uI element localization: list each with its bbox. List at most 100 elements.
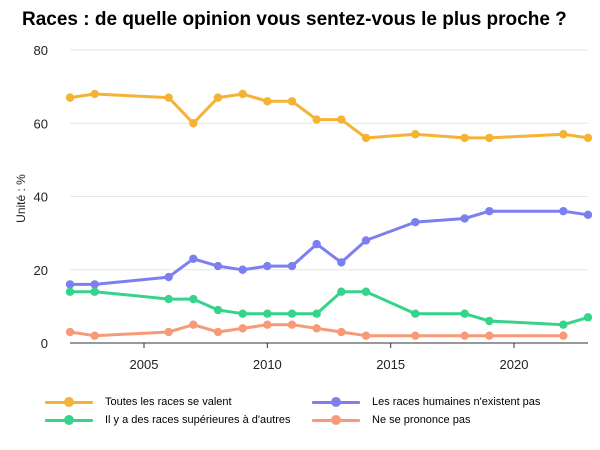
data-point (460, 331, 469, 340)
data-point (312, 324, 321, 333)
data-point (189, 320, 198, 329)
data-point (559, 331, 568, 340)
data-point (411, 309, 420, 318)
data-point (312, 239, 321, 249)
data-point (90, 331, 99, 340)
data-point (238, 89, 247, 99)
data-point (485, 133, 494, 143)
legend-swatch-dot (331, 415, 341, 425)
data-point (559, 320, 568, 329)
data-point (460, 214, 469, 223)
y-tick-label: 60 (34, 116, 48, 131)
x-tick-label: 2020 (500, 357, 529, 372)
data-point (287, 261, 297, 271)
data-point (263, 261, 272, 271)
legend-swatch (45, 396, 93, 408)
legend-swatch (312, 396, 360, 408)
data-point (238, 324, 247, 333)
data-point (337, 327, 346, 337)
legend-label: Toutes les races se valent (105, 396, 232, 408)
data-point (287, 97, 297, 106)
axes: 0 20 40 60 80 2005 2010 2015 2020 Unité : % (14, 43, 588, 372)
data-point (287, 320, 297, 329)
data-point (361, 133, 371, 143)
y-tick-label: 0 (41, 336, 48, 351)
series-1 (65, 206, 593, 289)
legend-item: Ne se prononce pas (312, 414, 470, 426)
data-point (189, 119, 198, 128)
series-2 (65, 287, 593, 329)
data-point (238, 309, 247, 318)
data-point (263, 309, 272, 318)
data-point (485, 331, 494, 340)
data-point (411, 217, 420, 227)
y-tick-label: 40 (34, 190, 48, 205)
data-point (337, 287, 346, 296)
series-line (68, 92, 590, 140)
data-point (411, 331, 420, 340)
data-point (65, 327, 75, 337)
series-layer (65, 89, 593, 340)
data-point (90, 280, 99, 289)
data-point (411, 130, 420, 139)
data-point (460, 133, 469, 143)
data-point (164, 93, 173, 102)
data-point (213, 93, 223, 102)
legend-item: Toutes les races se valent (45, 396, 232, 408)
legend-label: Ne se prononce pas (372, 414, 471, 426)
data-point (164, 294, 173, 304)
data-point (213, 327, 223, 337)
chart-title: Races : de quelle opinion vous sentez-vo… (22, 9, 567, 30)
data-point (65, 287, 75, 296)
data-point (213, 305, 223, 315)
data-point (361, 331, 371, 340)
data-point (460, 309, 469, 318)
series-line (68, 290, 590, 327)
data-point (559, 206, 568, 216)
data-point (164, 327, 173, 337)
data-point (337, 258, 346, 267)
data-point (337, 115, 346, 124)
legend-swatch-dot (331, 397, 341, 407)
x-tick-label: 2005 (130, 357, 159, 372)
legend-swatch (45, 414, 93, 426)
data-point (583, 133, 593, 143)
series-line (68, 209, 590, 286)
x-tick-label: 2015 (376, 357, 405, 372)
gridlines (70, 49, 588, 271)
series-3 (65, 320, 568, 340)
x-tick-label: 2010 (253, 357, 282, 372)
data-point (65, 93, 75, 102)
y-tick-label: 80 (34, 43, 48, 58)
data-point (361, 236, 371, 245)
data-point (189, 254, 198, 263)
data-point (238, 265, 247, 274)
data-point (164, 272, 173, 282)
data-point (65, 280, 75, 289)
data-point (90, 89, 99, 99)
legend-item: Les races humaines n'existent pas (312, 396, 540, 408)
y-tick-label: 20 (34, 263, 48, 278)
data-point (90, 287, 99, 296)
data-point (312, 115, 321, 124)
data-point (485, 316, 494, 326)
data-point (485, 206, 494, 216)
data-point (583, 210, 593, 220)
series-0 (65, 89, 593, 143)
y-axis-title: Unité : % (14, 174, 28, 223)
data-point (559, 130, 568, 139)
data-point (287, 309, 297, 318)
data-point (263, 97, 272, 106)
data-point (361, 287, 371, 296)
data-point (263, 320, 272, 329)
legend-swatch-dot (64, 397, 74, 407)
legend-label: Il y a des races supérieures à d'autres (105, 414, 291, 426)
data-point (583, 313, 593, 322)
data-point (213, 261, 223, 271)
legend-label: Les races humaines n'existent pas (372, 396, 541, 408)
data-point (312, 309, 321, 318)
legend-swatch (312, 414, 360, 426)
legend-swatch-dot (64, 415, 74, 425)
data-point (189, 294, 198, 304)
